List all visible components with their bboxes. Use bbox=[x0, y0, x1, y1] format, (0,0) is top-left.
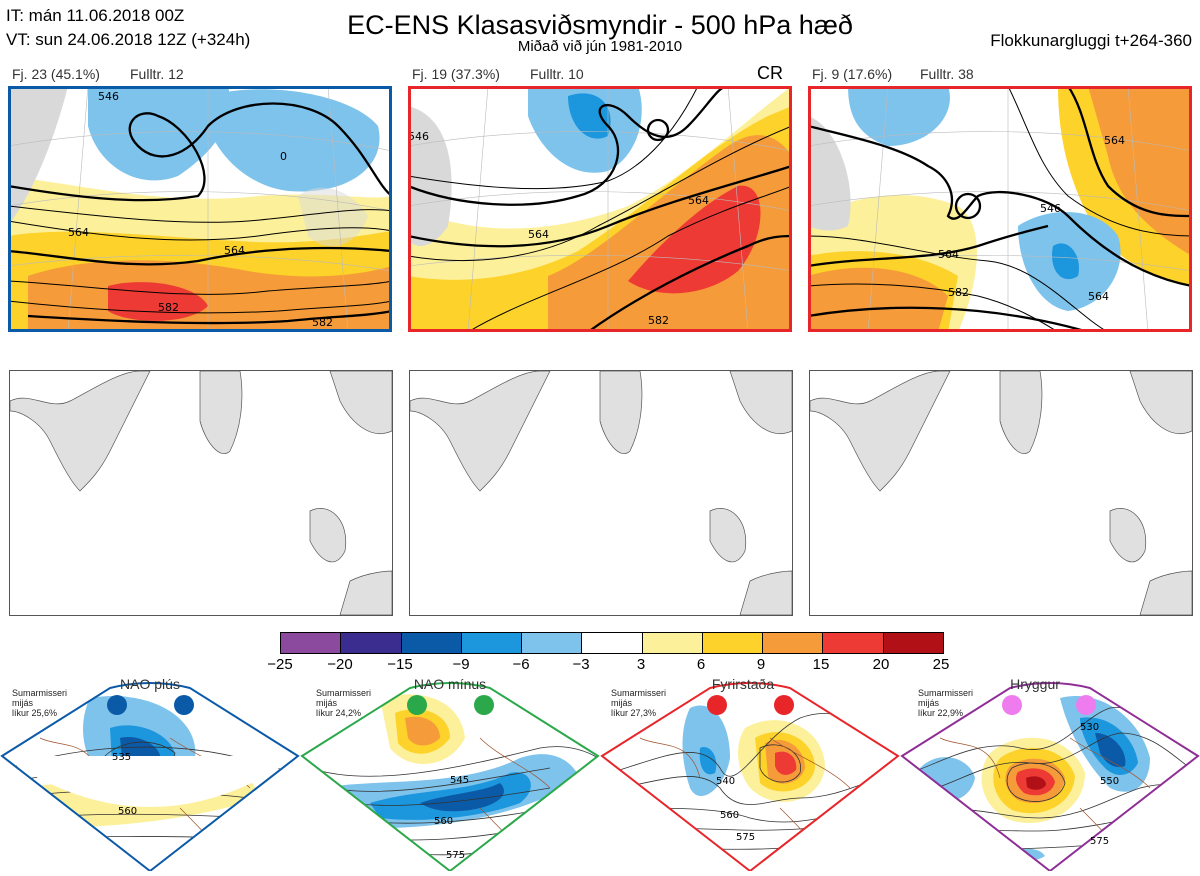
panel-2-tag: CR bbox=[757, 63, 783, 83]
colorbar-swatch bbox=[883, 633, 943, 653]
panel-3-member-label: Fulltr. 38 bbox=[920, 66, 974, 82]
regime-4-scope: mijás bbox=[918, 698, 940, 708]
colorbar-swatch bbox=[401, 633, 462, 653]
regime-ridge: 530 550 575 bbox=[900, 678, 1200, 873]
regime-4-contour-label: 575 bbox=[1090, 836, 1109, 847]
panel-2-cluster-label: Fj. 19 (37.3%) bbox=[412, 66, 500, 82]
regime-2-contour-label: 545 bbox=[450, 775, 469, 786]
regime-3-season: Sumarmisseri bbox=[611, 688, 667, 698]
panel-1-frame bbox=[8, 86, 392, 332]
regime-2-contour-label: 575 bbox=[446, 850, 465, 861]
valid-time-label: VT: sun 24.06.2018 12Z (+324h) bbox=[6, 30, 251, 49]
regime-3-scope: mijás bbox=[611, 698, 633, 708]
regime-2-dot bbox=[474, 695, 494, 715]
regime-2-contour-label: 560 bbox=[434, 816, 453, 827]
cluster-map-3: 546 564 564 582 564 bbox=[808, 86, 1192, 332]
colorbar-swatch bbox=[702, 633, 764, 653]
regime-1-dot bbox=[107, 695, 127, 715]
regime-3-dot bbox=[707, 695, 727, 715]
colorbar-swatch bbox=[281, 633, 342, 653]
regime-4-contour-label: 530 bbox=[1080, 722, 1099, 733]
colorbar-tick: −15 bbox=[387, 656, 413, 673]
colorbar-tick: −6 bbox=[512, 656, 530, 673]
panel-3-frame bbox=[808, 86, 1192, 332]
panel-2-contour-label: 546 bbox=[408, 130, 429, 143]
regime-2-season: Sumarmisseri bbox=[316, 688, 372, 698]
colorbar-tick: 9 bbox=[756, 656, 766, 673]
panel-2-member-label: Fulltr. 10 bbox=[530, 66, 584, 82]
panel-1-contour-label: 546 bbox=[98, 90, 119, 103]
regime-4-season: Sumarmisseri bbox=[918, 688, 974, 698]
regime-2-title: NAO mínus bbox=[413, 676, 487, 692]
panel-2-frame bbox=[408, 86, 792, 332]
cluster-map-2: 546 564 564 582 bbox=[408, 86, 792, 332]
panel-2-contour-label: 564 bbox=[528, 228, 549, 241]
regime-4-title: Hryggur bbox=[1010, 676, 1060, 692]
regime-1-scope: mijás bbox=[12, 698, 34, 708]
panel-1-contour-label: 564 bbox=[68, 226, 89, 239]
panel-1-contour-label: 0 bbox=[280, 150, 287, 163]
colorbar-swatch bbox=[522, 633, 583, 653]
panel-1-member-label: Fulltr. 12 bbox=[130, 66, 184, 82]
colorbar-swatch bbox=[341, 633, 402, 653]
panel-3-contour-label: 564 bbox=[1104, 134, 1125, 147]
panel-3-contour-label: 564 bbox=[1088, 290, 1109, 303]
panel-1-cluster-label: Fj. 23 (45.1%) bbox=[12, 66, 100, 82]
regime-1-season: Sumarmisseri bbox=[12, 688, 68, 698]
empty-map-2 bbox=[409, 370, 793, 616]
page-title: EC-ENS Klasasviðsmyndir - 500 hPa hæð bbox=[347, 10, 853, 40]
colorbar-swatch bbox=[763, 633, 824, 653]
regime-1-contour-label: 560 bbox=[118, 806, 137, 817]
regime-1-likelihood: líkur 25,6% bbox=[12, 708, 58, 718]
regime-blocking: 540 560 575 bbox=[600, 678, 900, 873]
panel-3-contour-label: 546 bbox=[1040, 202, 1061, 215]
colorbar-tick: −3 bbox=[572, 656, 590, 673]
regime-4-contour-label: 550 bbox=[1100, 776, 1119, 787]
panel-3-contour-label: 564 bbox=[938, 248, 959, 261]
regime-1-title: NAO plús bbox=[120, 676, 180, 692]
page-subtitle: Miðað við jún 1981-2010 bbox=[517, 38, 683, 55]
colorbar-swatch bbox=[461, 633, 523, 653]
panel-2-contour-label: 582 bbox=[648, 314, 669, 327]
regime-3-likelihood: líkur 27,3% bbox=[611, 708, 657, 718]
panel-3-contour-label: 582 bbox=[948, 286, 969, 299]
regime-3-title: Fyrirstaða bbox=[711, 676, 775, 692]
panel-1-contour-label: 564 bbox=[224, 244, 245, 257]
colorbar-tick: −25 bbox=[267, 656, 293, 673]
panel-2-contour-label: 564 bbox=[688, 194, 709, 207]
colorbar-tick: −20 bbox=[327, 656, 353, 673]
regime-2-likelihood: líkur 24,2% bbox=[316, 708, 362, 718]
regime-3-dot bbox=[774, 695, 794, 715]
regime-4-likelihood: líkur 22,9% bbox=[918, 708, 964, 718]
colorbar-swatch bbox=[823, 633, 884, 653]
classification-window-label: Flokkunargluggi t+264-360 bbox=[990, 31, 1192, 50]
regime-3-contour-label: 560 bbox=[720, 810, 739, 821]
colorbar-tick: 25 bbox=[932, 656, 950, 673]
regime-4-dot bbox=[1076, 695, 1096, 715]
colorbar-swatch bbox=[582, 633, 643, 653]
colorbar-tick: 6 bbox=[696, 656, 706, 673]
colorbar-swatch bbox=[642, 633, 703, 653]
colorbar-tick: 3 bbox=[636, 656, 646, 673]
colorbar-tick: 15 bbox=[812, 656, 830, 673]
panel-1-contour-label: 582 bbox=[312, 316, 333, 329]
regime-nao-minus: 545 560 575 bbox=[300, 678, 600, 873]
regime-nao-plus: 535 560 bbox=[0, 678, 300, 873]
regime-1-dot bbox=[174, 695, 194, 715]
initial-time-label: IT: mán 11.06.2018 00Z bbox=[6, 6, 185, 25]
colorbar-tick: −9 bbox=[452, 656, 470, 673]
empty-map-1 bbox=[9, 370, 393, 616]
empty-map-3 bbox=[809, 370, 1193, 616]
panel-3-cluster-label: Fj. 9 (17.6%) bbox=[812, 66, 893, 82]
colorbar-tick: 20 bbox=[872, 656, 890, 673]
regime-1-contour-label: 535 bbox=[112, 752, 131, 763]
panel-1-contour-label: 582 bbox=[158, 301, 179, 314]
regime-2-scope: mijás bbox=[316, 698, 338, 708]
regime-2-dot bbox=[407, 695, 427, 715]
regime-3-contour-label: 540 bbox=[716, 776, 735, 787]
colorbar bbox=[280, 632, 944, 654]
regime-3-contour-label: 575 bbox=[736, 832, 755, 843]
cluster-map-1: 546 564 582 582 0 564 bbox=[8, 86, 392, 332]
regime-4-dot bbox=[1002, 695, 1022, 715]
